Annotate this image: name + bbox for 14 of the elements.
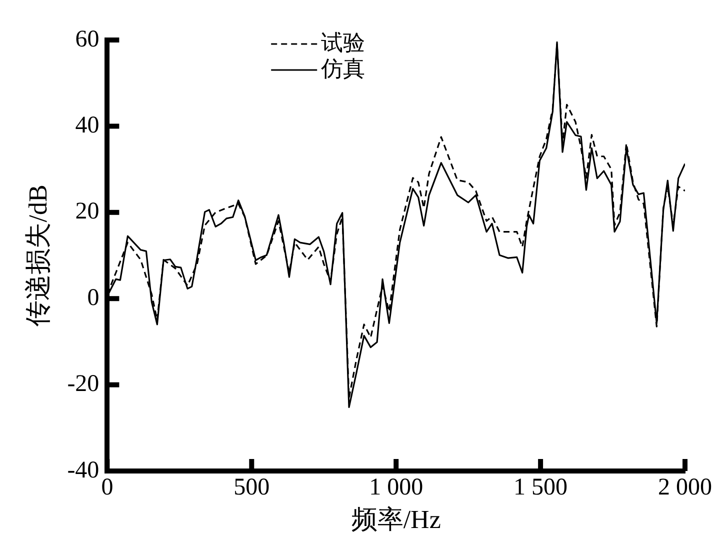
y-tick-label: 20 <box>75 198 100 225</box>
y-tick-label: 40 <box>75 112 100 138</box>
x-tick-label: 1 500 <box>514 474 568 501</box>
y-tick-label: -20 <box>67 371 100 398</box>
legend-label: 仿真 <box>320 56 366 81</box>
x-tick-label: 2 000 <box>658 474 712 501</box>
x-tick-label: 1 000 <box>369 474 424 501</box>
x-tick-label: 500 <box>234 474 270 501</box>
legend-label: 试验 <box>321 30 366 55</box>
y-tick-label: 0 <box>87 284 100 311</box>
x-axis-title: 频率/Hz <box>351 505 441 534</box>
y-tick-label: -40 <box>67 457 100 484</box>
y-axis-title: 传递损失/dB <box>23 184 52 326</box>
y-tick-label: 60 <box>75 26 100 52</box>
